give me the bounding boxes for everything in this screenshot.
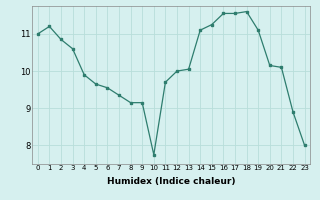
X-axis label: Humidex (Indice chaleur): Humidex (Indice chaleur) xyxy=(107,177,236,186)
